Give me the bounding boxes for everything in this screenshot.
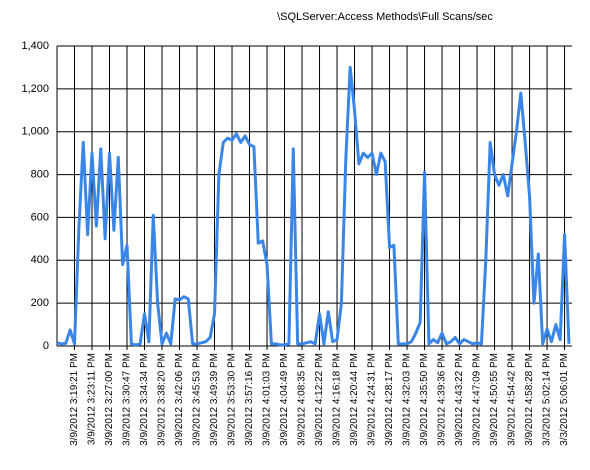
x-tick-label: 3/9/2012 4:54:42 PM — [507, 353, 518, 446]
x-tick-label: 3/9/2012 4:28:17 PM — [384, 353, 395, 446]
x-tick-label: 3/9/2012 3:34:34 PM — [139, 353, 150, 446]
x-tick-label: 3/9/2012 4:20:44 PM — [349, 353, 360, 446]
x-tick-label: 3/3/2012 5:02:14 PM — [542, 353, 553, 446]
x-tick-label: 3/9/2012 4:58:28 PM — [524, 353, 535, 446]
x-tick-label: 3/9/2012 4:43:22 PM — [454, 353, 465, 446]
y-tick-label: 600 — [31, 211, 49, 223]
x-tick-label: 3/9/2012 3:42:06 PM — [174, 353, 185, 446]
x-tick-label: 3/9/2012 3:53:30 PM — [227, 353, 238, 446]
x-tick-label: 3/9/2012 4:39:36 PM — [437, 353, 448, 446]
x-tick-label: 3/9/2012 4:04:49 PM — [279, 353, 290, 446]
y-tick-label: 200 — [31, 297, 49, 309]
x-tick-label: 3/9/2012 3:45:53 PM — [192, 353, 203, 446]
x-tick-label: 3/9/2012 4:01:03 PM — [262, 353, 273, 446]
y-tick-label: 1,400 — [21, 40, 49, 52]
data-line — [56, 65, 571, 347]
x-tick-label: 3/9/2012 4:32:03 PM — [402, 353, 413, 446]
y-tick-label: 0 — [43, 340, 49, 352]
x-tick-label: 3/9/2012 4:35:50 PM — [419, 353, 430, 446]
x-tick-label: 3/9/2012 4:12:22 PM — [314, 353, 325, 446]
y-tick-label: 1,200 — [21, 83, 49, 95]
x-tick-label: 3/9/2012 3:23:11 PM — [87, 353, 98, 445]
x-tick-label: 3/9/2012 4:08:35 PM — [297, 353, 308, 446]
x-tick-label: 3/9/2012 4:24:31 PM — [367, 353, 378, 446]
x-tick-label: 3/9/2012 3:19:21 PM — [69, 353, 80, 446]
y-tick-label: 400 — [31, 254, 49, 266]
x-tick-label: 3/9/2012 3:30:47 PM — [122, 353, 133, 446]
chart-title: \SQLServer:Access Methods\Full Scans/sec — [277, 11, 493, 23]
x-tick-label: 3/9/2012 3:38:20 PM — [157, 353, 168, 446]
x-tick-label: 3/9/2012 3:49:39 PM — [209, 353, 220, 446]
x-tick-label: 3/3/2012 5:06:01 PM — [559, 353, 570, 446]
x-tick-label: 3/9/2012 4:47:09 PM — [472, 353, 483, 446]
x-tick-label: 3/9/2012 4:50:55 PM — [489, 353, 500, 446]
x-tick-label: 3/9/2012 3:27:00 PM — [104, 353, 115, 446]
y-tick-label: 800 — [31, 168, 49, 180]
x-tick-label: 3/9/2012 4:16:18 PM — [332, 353, 343, 446]
x-tick-label: 3/9/2012 3:57:16 PM — [244, 353, 255, 446]
y-tick-label: 1,000 — [21, 126, 49, 138]
